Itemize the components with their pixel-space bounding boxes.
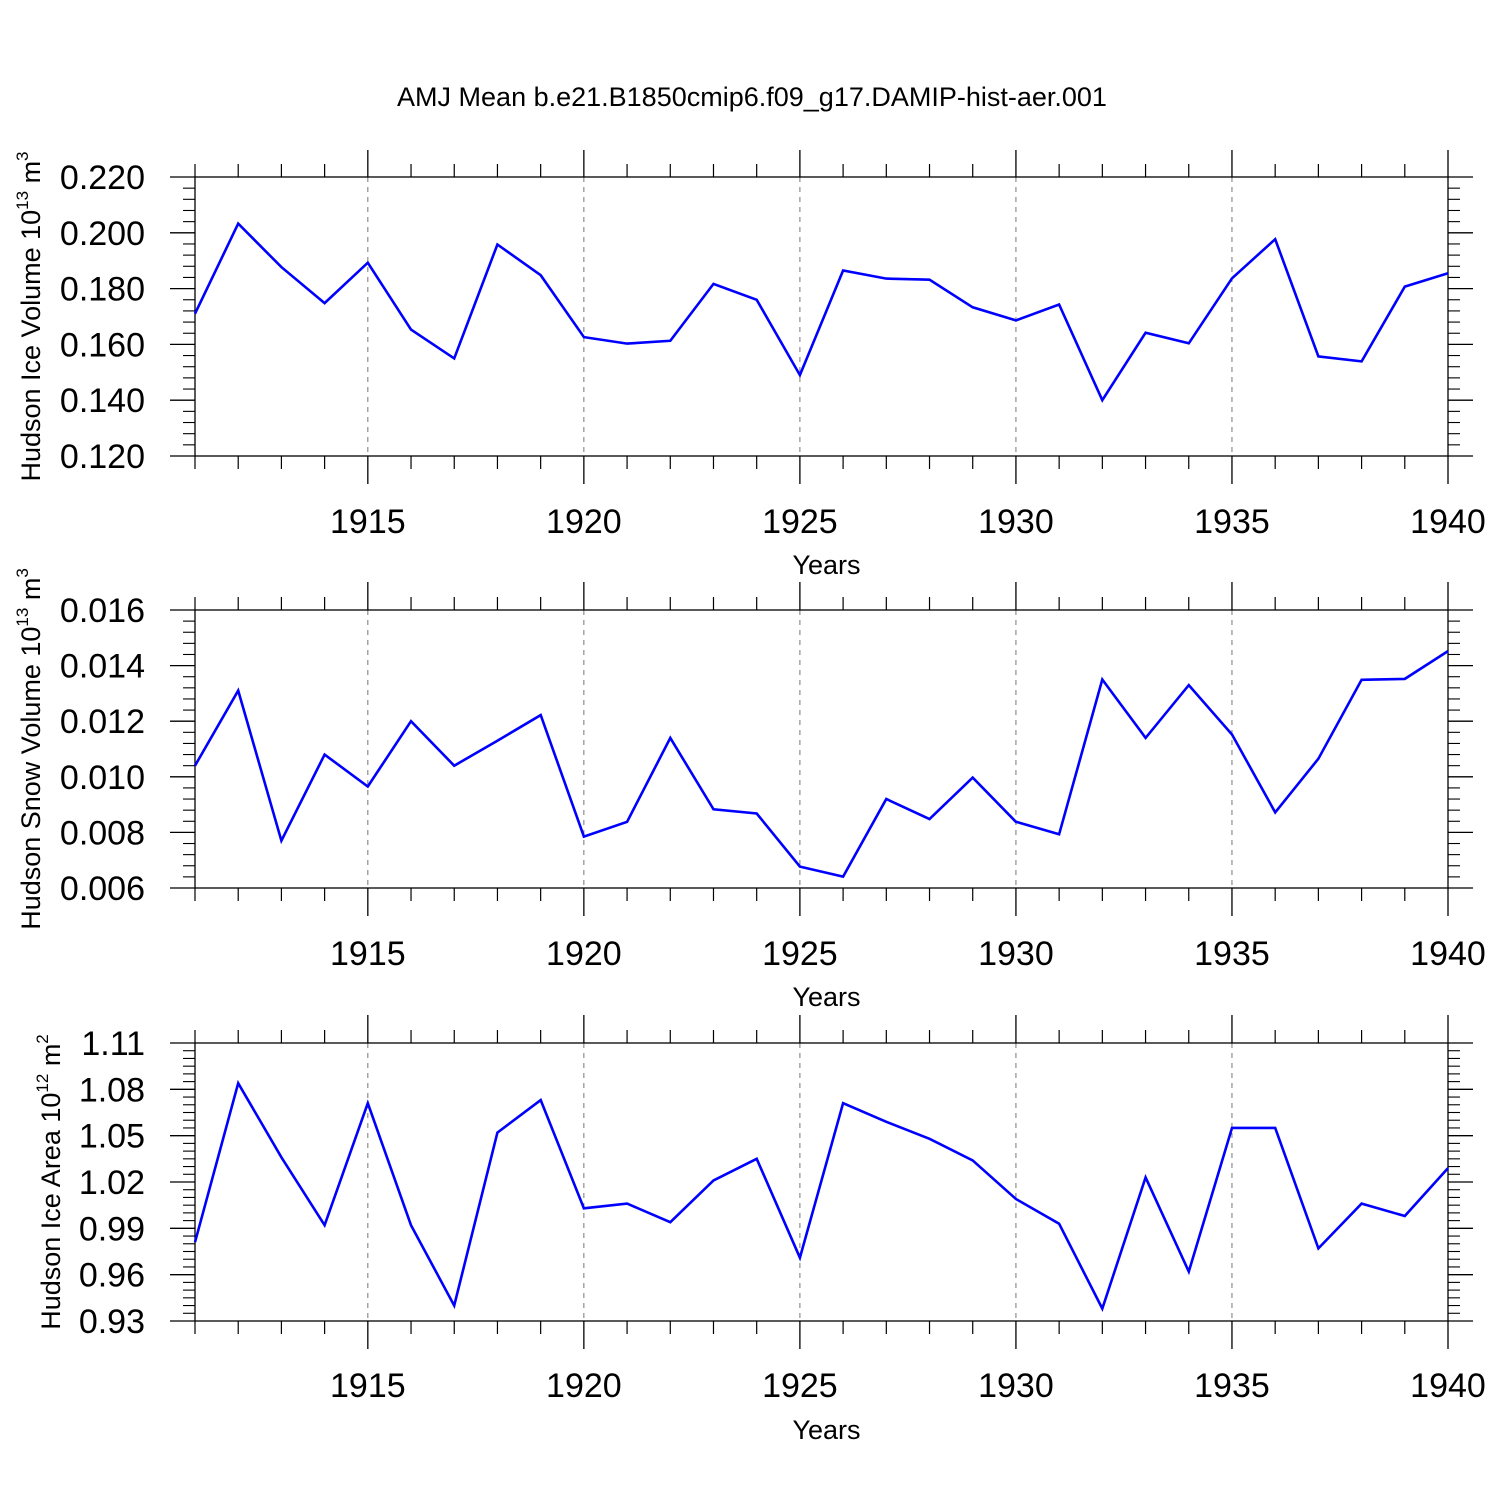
series-line	[193, 1079, 1449, 1312]
y-tick-label: 0.99	[79, 1210, 145, 1248]
panel-3: 1915 1920 1925 1930 1935 1940 0.93 0.96 0.99 1.02…	[33, 1015, 1486, 1445]
y-tick-label: 0.180	[60, 271, 145, 309]
y-tick-label: 0.140	[60, 382, 145, 420]
y-tick-label: 0.220	[60, 159, 145, 197]
y-tick-label: 0.010	[60, 759, 145, 797]
y-tick-label: 0.200	[60, 215, 145, 253]
x-tick-label: 1940	[1410, 935, 1486, 973]
x-tick-label: 1925	[762, 935, 838, 973]
x-axis-label: Years	[792, 1415, 860, 1445]
y-tick-label: 1.02	[79, 1164, 145, 1202]
y-tick-label: 0.006	[60, 870, 145, 908]
y-axis-label: Hudson Ice Volume 1013 m3	[13, 151, 46, 481]
y-tick-label: 0.012	[60, 703, 145, 741]
y-axis-label: Hudson Snow Volume 1013 m3	[13, 568, 46, 930]
y-tick-label: 0.93	[79, 1303, 145, 1341]
figure-title: AMJ Mean b.e21.B1850cmip6.f09_g17.DAMIP-…	[397, 82, 1107, 112]
y-tick-label: 0.008	[60, 814, 145, 852]
y-tick-label: 0.96	[79, 1257, 145, 1295]
x-tick-label: 1915	[330, 1367, 406, 1405]
x-tick-label: 1915	[330, 935, 406, 973]
y-tick-label: 0.016	[60, 592, 145, 630]
x-tick-label: 1925	[762, 503, 838, 541]
panel-2: 1915 1920 1925 1930 1935 1940 0.006 0.008 0.010 0…	[13, 568, 1486, 1012]
x-tick-label: 1915	[330, 503, 406, 541]
plot-frame	[194, 176, 1449, 457]
x-tick-label: 1940	[1410, 503, 1486, 541]
x-tick-label: 1920	[546, 935, 622, 973]
x-tick-label: 1935	[1194, 1367, 1270, 1405]
x-tick-label: 1935	[1194, 935, 1270, 973]
x-tick-label: 1930	[978, 1367, 1054, 1405]
x-tick-label: 1925	[762, 1367, 838, 1405]
y-tick-label: 0.014	[60, 648, 145, 686]
series-line	[193, 221, 1449, 403]
x-tick-label: 1930	[978, 503, 1054, 541]
y-tick-label: 1.05	[79, 1118, 145, 1156]
x-tick-label: 1920	[546, 1367, 622, 1405]
series-line	[193, 650, 1449, 879]
x-tick-label: 1940	[1410, 1367, 1486, 1405]
x-tick-label: 1920	[546, 503, 622, 541]
x-axis-label: Years	[792, 550, 860, 580]
plot-frame	[194, 609, 1449, 889]
x-tick-label: 1935	[1194, 503, 1270, 541]
x-tick-label: 1930	[978, 935, 1054, 973]
y-tick-label: 1.08	[79, 1071, 145, 1109]
panel-1: 1915 1920 1925 1930 1935 1940 0.120 0.140 0.160 0…	[13, 150, 1486, 580]
x-axis-label: Years	[792, 982, 860, 1012]
y-axis-label: Hudson Ice Area 1012 m2	[33, 1034, 66, 1330]
y-tick-label: 0.120	[60, 438, 145, 476]
y-tick-label: 0.160	[60, 326, 145, 364]
y-tick-label: 1.11	[81, 1025, 145, 1063]
